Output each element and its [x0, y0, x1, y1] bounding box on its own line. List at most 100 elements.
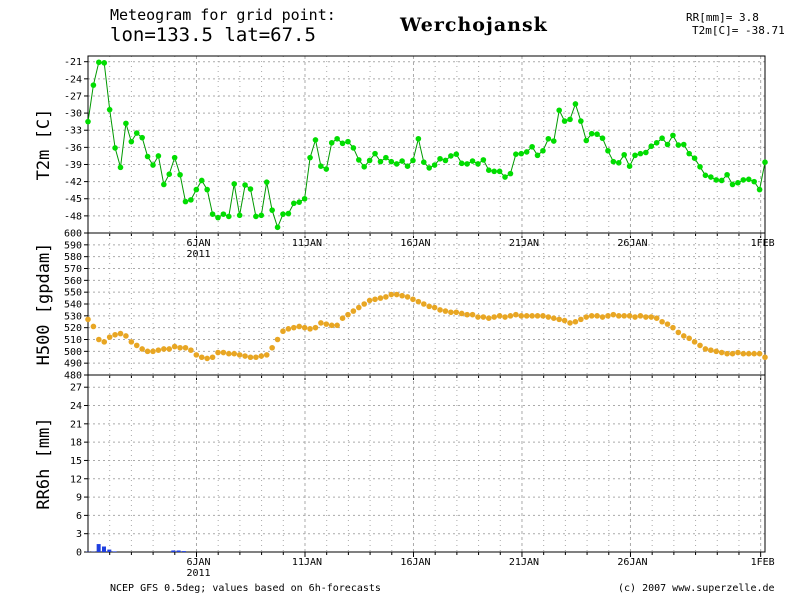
h500-point [637, 313, 644, 319]
h500-point [653, 315, 660, 322]
h500-point [621, 313, 627, 319]
t2m-point [301, 195, 308, 202]
y-tick-label: -33 [64, 126, 82, 137]
h500-point [220, 349, 227, 356]
y-tick-label: 530 [64, 311, 82, 322]
y-tick-label: -39 [64, 160, 82, 171]
t2m-point [291, 200, 297, 207]
station-name: Werchojansk [400, 14, 548, 36]
h500-point [431, 304, 438, 311]
h500-point [718, 349, 725, 356]
h500-point [274, 336, 281, 343]
t2m-current-readout: T2m[C]= -38.71 [692, 24, 785, 37]
h500-point [410, 296, 416, 303]
t2m-point [610, 158, 617, 165]
t2m-point [90, 82, 97, 88]
h500-point [697, 342, 703, 349]
h500-point [659, 318, 665, 325]
t2m-point [686, 150, 692, 157]
t2m-point [393, 161, 400, 167]
h500-point [258, 353, 265, 359]
t2m-point [356, 157, 362, 163]
t2m-point [561, 118, 568, 124]
h500-point [204, 355, 210, 362]
h500-point [166, 346, 173, 352]
h500-point [599, 314, 606, 320]
data-source-note: NCEP GFS 0.5deg; values based on 6h-fore… [110, 583, 381, 594]
t2m-point [518, 150, 525, 157]
h500-point [366, 297, 373, 304]
h500-point [453, 309, 460, 316]
h500-point [740, 350, 747, 357]
t2m-line [87, 61, 766, 229]
h500-point [339, 315, 346, 322]
h500-point [328, 322, 335, 329]
y-tick-label: 18 [70, 438, 82, 449]
t2m-point [762, 159, 768, 165]
t2m-point [247, 186, 254, 192]
h500-point [415, 298, 422, 305]
h500-point [480, 314, 487, 320]
t2m-point [133, 130, 140, 136]
t2m-point [735, 179, 741, 186]
h500-point [96, 336, 102, 343]
h500-point [751, 350, 757, 357]
t2m-point [697, 163, 703, 170]
y-tick-label: -48 [64, 211, 82, 222]
h500-point [112, 331, 118, 338]
t2m-point [670, 132, 676, 139]
h500-point [545, 314, 552, 320]
y-tick-label: 3 [76, 529, 82, 540]
h500-point [437, 307, 443, 313]
t2m-point [193, 186, 200, 193]
t2m-point [556, 107, 562, 114]
y-tick-label: 490 [64, 359, 82, 370]
x-tick-label: 6JAN [186, 238, 210, 249]
t2m-point [188, 197, 194, 203]
t2m-point [85, 118, 91, 125]
panel-rr6h: 0 3 6 9 12 15 18 21 24 27 RR6h [mm] [34, 374, 766, 559]
h500-point [713, 348, 720, 355]
y-tick-label: -27 [64, 91, 82, 102]
x-tick-label: 26JAN [617, 557, 647, 568]
t2m-point [691, 155, 698, 162]
t2m-point [648, 143, 655, 150]
h500-point [502, 314, 508, 320]
t2m-point [448, 153, 454, 159]
t2m-point [328, 139, 335, 146]
h500-point [345, 311, 351, 318]
h500-point [85, 316, 91, 323]
h500-point [513, 311, 519, 318]
t2m-point [377, 158, 384, 165]
t2m-point [404, 163, 411, 169]
t2m-point [198, 177, 205, 184]
h500-point [90, 323, 97, 330]
t2m-point [507, 170, 514, 177]
t2m-point [469, 158, 476, 164]
t2m-point [388, 158, 395, 165]
t2m-point [567, 116, 573, 123]
t2m-point [702, 172, 709, 179]
h500-point [144, 348, 151, 355]
h500-point [236, 352, 243, 358]
x-tick-label: 1FEB [751, 238, 775, 249]
y-tick-label: 540 [64, 300, 82, 311]
y-tick-label: -36 [64, 143, 82, 154]
y-tick-label: 560 [64, 276, 82, 287]
x-tick-label: 16JAN [400, 238, 430, 249]
h500-point [356, 304, 362, 311]
t2m-point [323, 166, 330, 172]
t2m-point [274, 224, 281, 231]
h500-point [485, 315, 492, 322]
h500-point [269, 344, 275, 351]
t2m-point [166, 171, 173, 177]
x-tick-label: 11JAN [292, 238, 322, 249]
h500-point [648, 314, 655, 320]
y-tick-label: 480 [64, 371, 82, 382]
h500-point [561, 317, 568, 324]
h500-point [198, 354, 205, 361]
y-axis-label: T2m [C] [34, 109, 54, 181]
x-tick-label: 16JAN [400, 557, 430, 568]
t2m-point [534, 152, 541, 159]
